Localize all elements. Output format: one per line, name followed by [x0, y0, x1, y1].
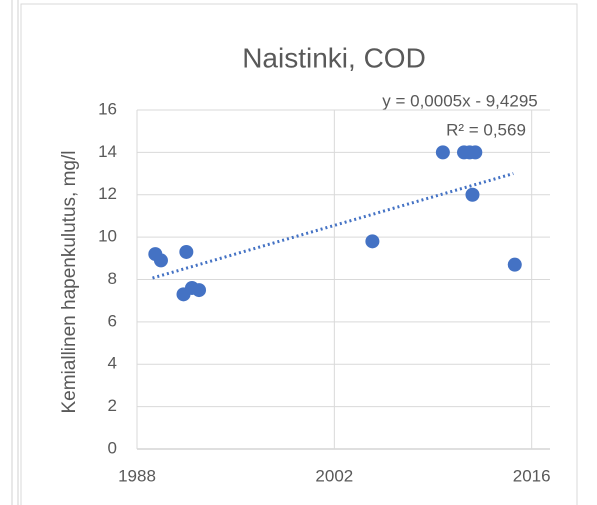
y-tick-label: 6	[108, 311, 117, 330]
y-tick-label: 2	[108, 396, 117, 415]
point	[179, 244, 194, 259]
chart-title: Naistinki, COD	[242, 42, 426, 73]
point	[465, 187, 480, 202]
point	[468, 145, 483, 160]
y-tick-label: 10	[98, 227, 117, 246]
r-squared: R² = 0,569	[446, 120, 526, 139]
equation: y = 0,0005x - 9,4295	[382, 91, 537, 110]
point	[192, 283, 207, 298]
y-axis-label: Kemiallinen hapenkulutus, mg/l	[59, 151, 80, 414]
y-tick-label: 16	[98, 99, 117, 118]
y-tick-label: 8	[108, 269, 117, 288]
point	[153, 253, 168, 268]
point	[435, 145, 450, 160]
y-tick-label: 0	[108, 438, 117, 457]
point	[365, 234, 380, 249]
point	[507, 257, 522, 272]
chart-frame	[20, 3, 578, 505]
x-tick-label: 2016	[513, 466, 551, 485]
y-tick-label: 14	[98, 142, 117, 161]
y-tick-label: 4	[108, 354, 117, 373]
y-tick-label: 12	[98, 184, 117, 203]
x-tick-label: 2002	[315, 466, 353, 485]
x-tick-label: 1988	[118, 466, 156, 485]
